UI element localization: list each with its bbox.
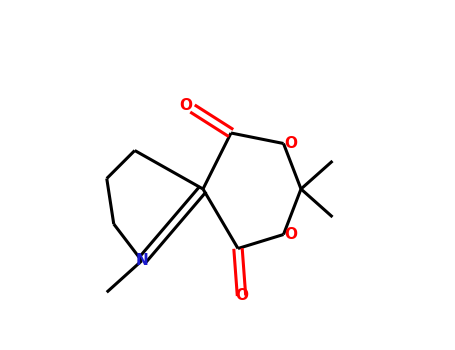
Text: O: O (179, 98, 192, 112)
Text: O: O (285, 227, 298, 242)
Text: O: O (235, 288, 248, 303)
Text: N: N (136, 253, 148, 268)
Text: O: O (285, 136, 298, 151)
